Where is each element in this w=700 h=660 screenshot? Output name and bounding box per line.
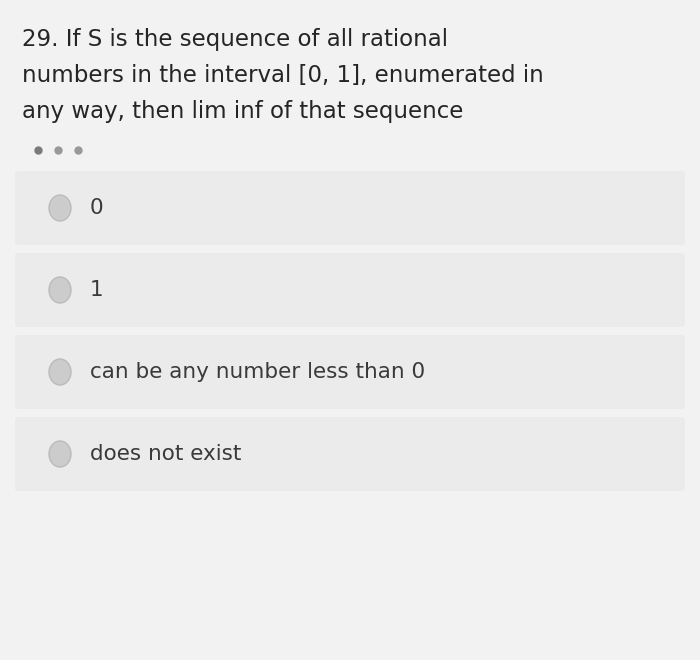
Text: does not exist: does not exist: [90, 444, 242, 464]
Ellipse shape: [49, 195, 71, 221]
FancyBboxPatch shape: [15, 253, 685, 327]
Text: numbers in the interval [0, 1], enumerated in: numbers in the interval [0, 1], enumerat…: [22, 64, 544, 87]
Ellipse shape: [49, 359, 71, 385]
Text: can be any number less than 0: can be any number less than 0: [90, 362, 425, 382]
FancyBboxPatch shape: [15, 417, 685, 491]
Text: 0: 0: [90, 198, 104, 218]
Ellipse shape: [49, 277, 71, 303]
Text: 29. If S is the sequence of all rational: 29. If S is the sequence of all rational: [22, 28, 448, 51]
FancyBboxPatch shape: [15, 171, 685, 245]
Text: 1: 1: [90, 280, 104, 300]
Text: any way, then lim inf of that sequence: any way, then lim inf of that sequence: [22, 100, 463, 123]
FancyBboxPatch shape: [15, 335, 685, 409]
Ellipse shape: [49, 441, 71, 467]
